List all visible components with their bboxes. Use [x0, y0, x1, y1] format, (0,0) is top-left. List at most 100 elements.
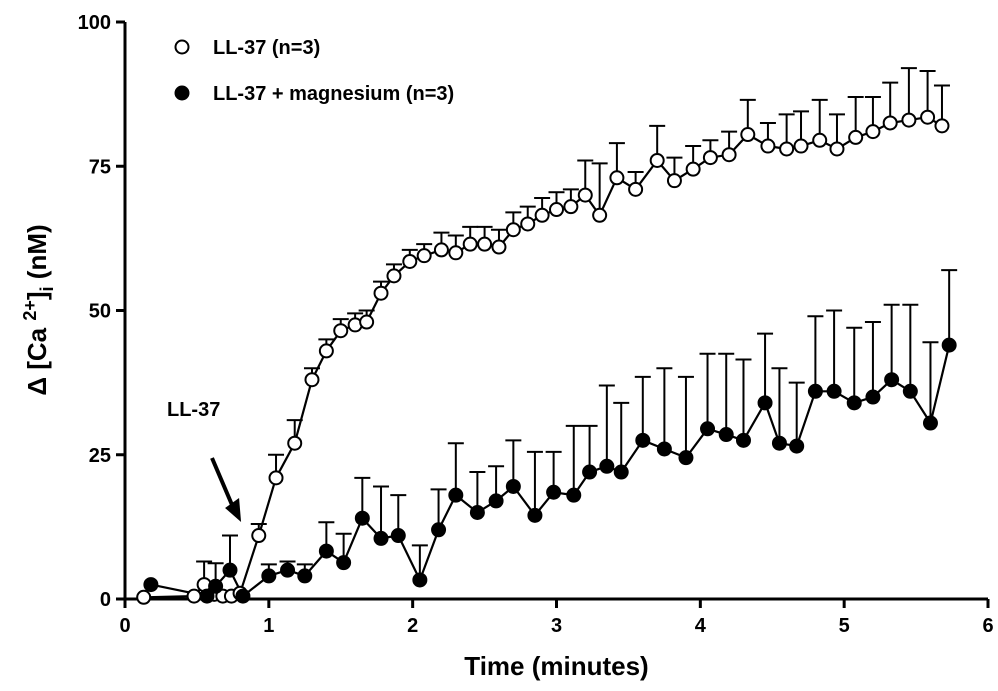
data-point — [613, 464, 629, 480]
data-point — [563, 199, 579, 215]
data-point — [359, 314, 375, 330]
data-point — [848, 129, 864, 145]
data-point — [488, 493, 504, 509]
data-point — [402, 253, 418, 269]
data-point — [520, 216, 536, 232]
legend-label: LL-37 (n=3) — [213, 37, 320, 59]
data-point — [902, 383, 918, 399]
x-tick-label: 6 — [982, 615, 993, 637]
y-tick-label: 50 — [89, 301, 111, 323]
data-point — [136, 589, 152, 605]
data-point — [740, 127, 756, 143]
data-point — [527, 507, 543, 523]
data-point — [829, 141, 845, 157]
data-point — [760, 138, 776, 154]
legend-marker — [174, 85, 190, 101]
series-line-2 — [150, 344, 951, 598]
data-point — [469, 504, 485, 520]
data-point — [373, 530, 389, 546]
data-point — [635, 432, 651, 448]
data-point — [546, 484, 562, 500]
data-point — [549, 202, 564, 218]
annotation-arrow-shaft — [210, 457, 234, 506]
y-tick-label: 0 — [100, 589, 111, 611]
data-point — [577, 187, 593, 203]
data-point — [865, 389, 881, 405]
x-tick-label: 2 — [407, 615, 418, 637]
data-point — [628, 181, 644, 197]
data-point — [462, 236, 478, 252]
data-point — [789, 438, 805, 454]
data-point — [812, 132, 828, 148]
y-axis-title: Δ [Ca 2+]i (nM) — [20, 224, 57, 395]
data-point — [412, 572, 428, 588]
data-point — [416, 248, 432, 264]
x-tick-label: 1 — [263, 615, 274, 637]
data-point — [685, 161, 701, 177]
data-point — [199, 588, 215, 604]
data-point — [505, 478, 521, 494]
x-tick-label: 3 — [551, 615, 562, 637]
data-point — [882, 115, 898, 131]
annotation: LL-37 — [167, 399, 242, 522]
data-point — [793, 138, 809, 154]
data-point — [534, 207, 550, 223]
data-point — [287, 435, 303, 451]
data-point — [934, 118, 950, 134]
y-tick-label: 100 — [78, 12, 111, 34]
data-point — [721, 147, 737, 163]
data-point — [261, 568, 277, 584]
data-point — [649, 152, 665, 168]
data-point — [735, 432, 751, 448]
data-point — [268, 470, 284, 486]
data-point — [771, 435, 787, 451]
axis-titles: Time (minutes) Δ [Ca 2+]i (nM) — [20, 224, 649, 681]
data-point — [318, 543, 334, 559]
data-point — [757, 395, 773, 411]
data-point — [143, 577, 159, 593]
data-point — [700, 421, 716, 437]
data-point — [718, 427, 734, 443]
data-point — [222, 562, 238, 578]
y-tick-label: 25 — [89, 445, 111, 467]
data-point — [846, 395, 862, 411]
data-point — [656, 441, 672, 457]
data-point — [599, 458, 615, 474]
data-point — [702, 150, 718, 166]
data-point — [609, 170, 625, 186]
data-point — [779, 141, 795, 157]
data-point — [336, 555, 352, 571]
data-point — [922, 415, 938, 431]
data-point — [807, 383, 823, 399]
data-point — [333, 323, 349, 339]
data-point — [448, 487, 464, 503]
data-point — [354, 510, 370, 526]
series-markers — [136, 109, 957, 605]
data-point — [666, 173, 682, 189]
data-point — [280, 562, 296, 578]
legend: LL-37 (n=3) LL-37 + magnesium (n=3) — [174, 37, 454, 105]
data-point — [941, 337, 957, 353]
data-point — [318, 343, 334, 359]
data-point — [208, 578, 224, 594]
x-tick-label: 4 — [695, 615, 707, 637]
series-line-1 — [143, 116, 943, 599]
legend-marker — [174, 39, 190, 55]
data-point — [251, 528, 267, 544]
data-point — [901, 112, 917, 128]
data-point — [186, 588, 202, 604]
data-point — [235, 588, 251, 604]
data-point — [390, 528, 406, 544]
data-point — [920, 109, 936, 125]
x-axis-title: Time (minutes) — [464, 651, 648, 681]
data-point — [448, 245, 464, 261]
data-point — [566, 487, 582, 503]
data-point — [304, 372, 320, 388]
annotation-arrow-head — [225, 498, 242, 522]
data-point — [297, 568, 313, 584]
data-point — [386, 268, 402, 284]
axes: 0 1 2 3 4 5 6 0 25 50 75 100 — [78, 12, 994, 637]
data-point — [592, 207, 608, 223]
annotation-label: LL-37 — [167, 399, 220, 421]
x-tick-label: 5 — [839, 615, 850, 637]
